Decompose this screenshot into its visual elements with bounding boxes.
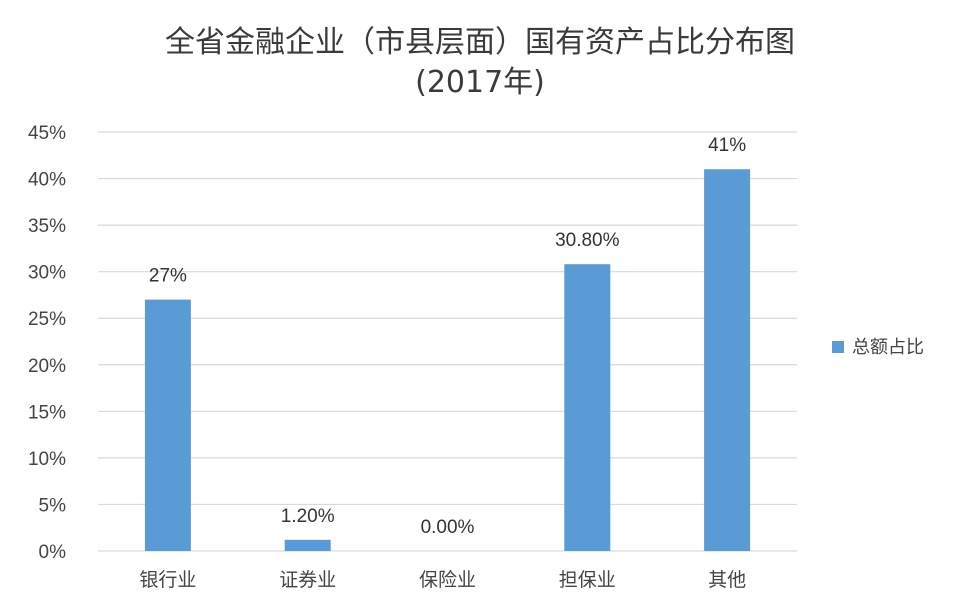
data-labels: 27% 1.20% 0.00% 30.80% 41%	[149, 135, 746, 538]
y-tick-label: 15%	[28, 402, 66, 423]
y-tick-label: 25%	[28, 309, 66, 330]
bar-data-label: 27%	[149, 266, 187, 287]
y-tick-label: 20%	[28, 356, 66, 377]
bar	[704, 169, 751, 551]
bar-data-label: 30.80%	[555, 230, 620, 251]
y-tick-label: 10%	[28, 449, 66, 470]
legend-swatch	[832, 341, 844, 353]
y-tick-label: 5%	[39, 495, 67, 516]
y-tick-label: 45%	[28, 123, 66, 144]
chart-subtitle: (2017年)	[415, 65, 545, 100]
x-category-label: 银行业	[139, 569, 196, 591]
legend: 总额占比	[832, 337, 924, 358]
x-category-label: 证券业	[279, 569, 336, 591]
x-category-label: 担保业	[559, 569, 616, 591]
bar-data-label: 1.20%	[281, 506, 335, 527]
bar	[284, 539, 331, 551]
x-axis: 银行业 证券业 保险业 担保业 其他	[139, 569, 746, 591]
gridlines	[98, 131, 797, 552]
y-tick-label: 40%	[28, 170, 66, 191]
bars	[144, 169, 751, 551]
x-category-label: 其他	[708, 569, 746, 591]
y-axis: 0% 5% 10% 15% 20% 25% 30% 35% 40% 45%	[28, 123, 66, 563]
y-tick-label: 0%	[39, 542, 67, 563]
y-tick-label: 35%	[28, 216, 66, 237]
chart-title: 全省金融企业（市县层面）国有资产占比分布图	[165, 25, 795, 60]
legend-label: 总额占比	[852, 337, 924, 358]
x-category-label: 保险业	[419, 569, 476, 591]
bar	[564, 264, 611, 551]
bar-data-label: 0.00%	[421, 517, 475, 538]
bar-data-label: 41%	[708, 135, 746, 156]
bar	[144, 299, 191, 551]
y-tick-label: 30%	[28, 263, 66, 284]
